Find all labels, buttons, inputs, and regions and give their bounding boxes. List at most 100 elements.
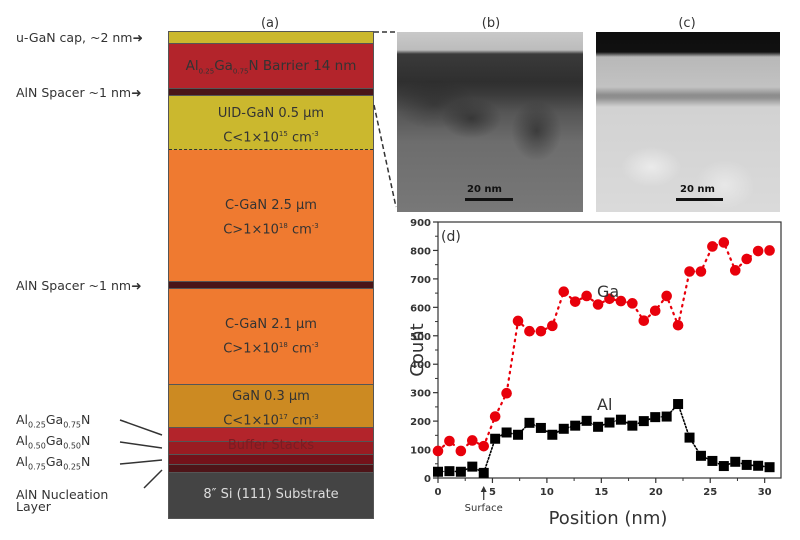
label-aln-spacer-1: AlN Spacer ~1 nm➜ [16, 85, 142, 100]
data-point-al [433, 466, 443, 477]
data-point-ga [455, 445, 467, 457]
data-point-al [707, 455, 718, 466]
data-point-al [718, 461, 729, 472]
data-point-ga [558, 286, 570, 297]
arrow-right-icon: ➜ [131, 85, 142, 100]
data-point-ga [615, 295, 627, 307]
data-point-ga [638, 315, 650, 327]
data-point-ga [444, 435, 455, 447]
scale-bar-c [676, 198, 723, 201]
buffer-stacks-label: Buffer Stacks [227, 438, 315, 453]
data-point-ga [707, 241, 718, 252]
y-axis-label: Count [407, 323, 428, 376]
panel-label-b: (b) [481, 16, 501, 31]
series-lines [436, 241, 771, 475]
cgan2-carbon: C>1×1018 cm-3 [223, 341, 319, 357]
data-point-al [547, 429, 558, 440]
layer-uid-gan: UID-GaN 0.5 µm C<1×1015 cm-3 [169, 96, 373, 150]
layer-aln-spacer-1 [169, 89, 373, 96]
series-line-ga [436, 241, 771, 453]
data-point-al [615, 414, 626, 425]
data-point-ga [649, 305, 661, 317]
y-tick-label: 100 [410, 446, 431, 457]
layer-algan-025 [169, 428, 373, 442]
panel-label-c: (c) [678, 16, 696, 31]
data-point-ga [581, 290, 592, 302]
uid-carbon: C<1×1015 cm-3 [223, 130, 319, 146]
data-point-ga [547, 320, 558, 332]
data-point-al [730, 456, 741, 467]
data-point-al [501, 427, 512, 438]
y-tick-label: 300 [410, 389, 431, 400]
data-point-al [673, 399, 684, 410]
data-point-ga [764, 245, 775, 256]
data-point-ga [569, 296, 581, 307]
data-point-ga [467, 435, 478, 446]
plot-frame [437, 221, 782, 479]
data-point-ga [535, 325, 547, 337]
data-point-ga [672, 319, 684, 331]
data-point-al [627, 420, 638, 431]
label-ugan-cap: u-GaN cap, ~2 nm➜ [16, 30, 143, 45]
data-point-al [524, 417, 535, 428]
leader-line-nucleation [143, 469, 163, 489]
layer-c-gan-2-5: C-GaN 2.5 µm C>1×1018 cm-3 [169, 150, 373, 282]
data-point-al [444, 466, 455, 477]
x-tick-label: 10 [540, 487, 554, 498]
y-tick-label: 400 [410, 360, 431, 371]
uid-label: UID-GaN 0.5 µm C<1×1015 cm-3 [169, 104, 373, 148]
data-point-ga [489, 411, 501, 422]
layer-gan-0-3: GaN 0.3 µm C<1×1017 cm-3 [169, 385, 373, 428]
label-algan-050: Al0.50Ga0.50N [16, 433, 91, 451]
layer-ugan-cap [169, 32, 373, 44]
y-tick-label: 0 [424, 474, 431, 485]
layer-aln-spacer-2 [169, 282, 373, 289]
cgan2-label: C-GaN 2.1 µm C>1×1018 cm-3 [169, 315, 373, 359]
y-tick-label: 800 [410, 246, 431, 257]
data-point-al [638, 416, 649, 427]
data-point-ga [718, 237, 730, 248]
x-tick-label: 30 [758, 487, 772, 498]
data-point-al [695, 450, 706, 461]
leader-line-algan050 [119, 441, 163, 449]
y-tick-label: 600 [410, 303, 431, 314]
layer-c-gan-2-1: C-GaN 2.1 µm C>1×1018 cm-3 [169, 289, 373, 385]
data-point-ga [501, 387, 512, 399]
layer-algan-050 [169, 442, 373, 455]
data-point-al [593, 421, 604, 432]
cgan1-carbon: C>1×1018 cm-3 [223, 222, 319, 238]
y-tick-label: 200 [410, 417, 431, 428]
data-point-al [490, 433, 501, 444]
data-point-al [558, 423, 569, 434]
scale-bar-label-b: 20 nm [467, 184, 502, 195]
x-tick-label: 20 [649, 487, 663, 498]
x-tick-label: 0 [435, 487, 442, 498]
data-point-ga [432, 445, 444, 457]
surface-arrowhead-icon [480, 486, 487, 492]
layer-aln-nucleation [169, 465, 373, 473]
layer-stack [168, 31, 374, 519]
layer-algan-barrier: Al0.25Ga0.75N Barrier 14 nm [169, 44, 373, 89]
data-point-ga [604, 293, 615, 305]
barrier-label: Al0.25Ga0.75N Barrier 14 nm [185, 58, 357, 76]
series-label-al: Al [597, 395, 612, 414]
data-point-al [570, 420, 581, 431]
y-tick-label: 700 [410, 275, 431, 286]
layer-algan-075 [169, 455, 373, 465]
series-line-al [437, 402, 771, 475]
leader-line-algan025 [119, 419, 163, 436]
series-marks [432, 237, 775, 478]
x-tick-label: 15 [594, 487, 608, 498]
data-point-al [741, 459, 752, 470]
data-point-ga [684, 266, 695, 277]
tem-image-c: 20 nm [596, 32, 780, 212]
label-algan-025: Al0.25Ga0.75N [16, 412, 91, 430]
data-point-al [764, 462, 775, 473]
surface-label: Surface [465, 503, 503, 514]
x-tick-label: 5 [489, 487, 496, 498]
data-point-ga [592, 299, 604, 310]
data-point-al [478, 467, 489, 478]
data-point-al [513, 429, 524, 440]
